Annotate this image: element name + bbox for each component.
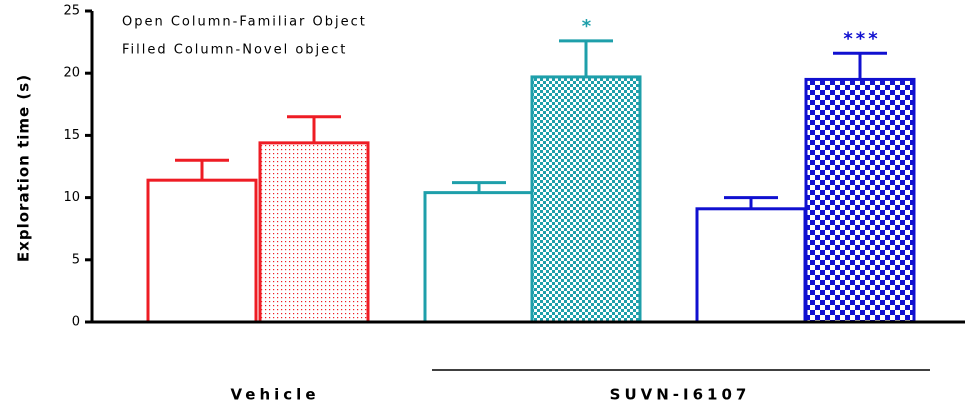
bar bbox=[695, 207, 807, 324]
y-tick-label: 5 bbox=[72, 252, 80, 267]
legend-entry: Open Column-Familiar Object bbox=[122, 15, 367, 30]
bar bbox=[258, 141, 370, 324]
y-tick-label: 0 bbox=[72, 315, 80, 330]
annotation: *** bbox=[843, 28, 880, 49]
annotation: * bbox=[582, 16, 594, 37]
bar bbox=[804, 77, 916, 324]
bar bbox=[530, 75, 642, 324]
y-tick-label: 20 bbox=[63, 66, 80, 81]
y-axis-label: Exploration time (s) bbox=[15, 74, 33, 262]
group-label: SUVN-I6107 bbox=[610, 386, 751, 404]
group-label: Vehicle bbox=[231, 386, 320, 404]
bar bbox=[423, 191, 535, 324]
bar bbox=[146, 178, 258, 324]
y-tick-label: 10 bbox=[63, 190, 80, 205]
y-tick-label: 25 bbox=[63, 4, 80, 19]
legend-entry: Filled Column-Novel object bbox=[122, 43, 347, 58]
y-tick-label: 15 bbox=[63, 128, 80, 143]
